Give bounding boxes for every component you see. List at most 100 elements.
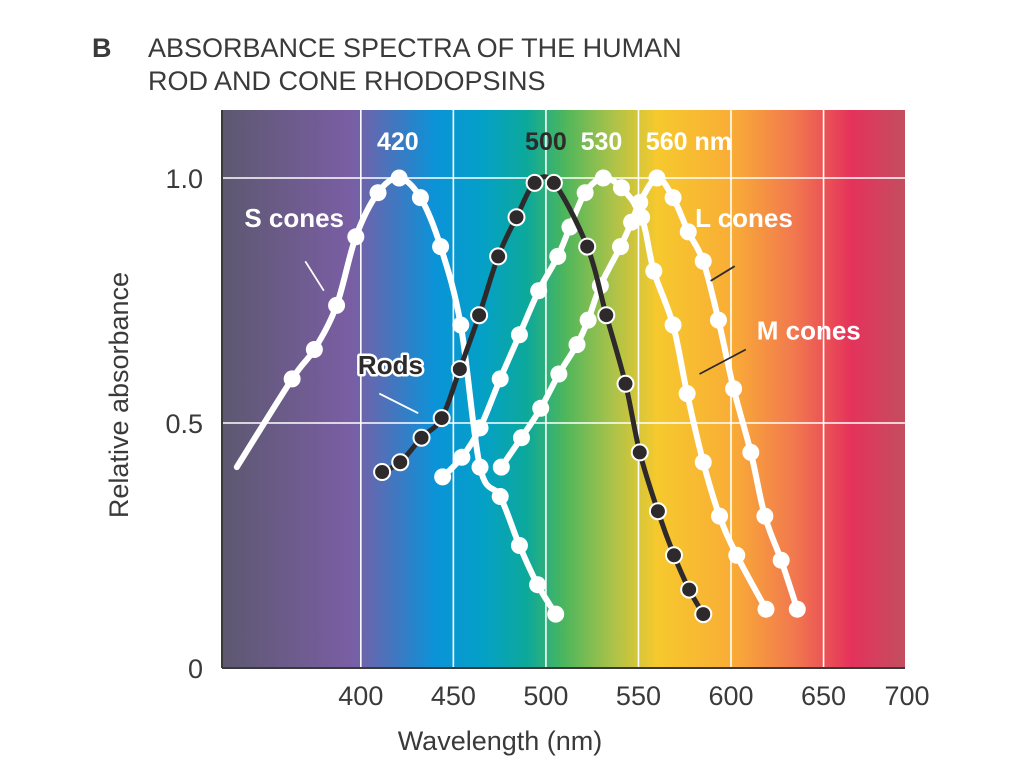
panel-letter: B <box>92 33 112 63</box>
s-cones-point <box>547 605 565 623</box>
rods-point <box>694 605 713 624</box>
y-tick-labels: 0 0.5 1.0 <box>165 164 203 684</box>
x-tick-labels: 400 450 500 550 600 650 700 <box>338 681 929 711</box>
l-cones-point <box>612 238 630 256</box>
s-cones-leader-line <box>304 260 325 292</box>
m-cones-point <box>510 326 528 344</box>
s-cones-point <box>471 458 489 476</box>
s-cones-point <box>390 169 408 187</box>
rods-leader-line <box>378 392 419 415</box>
s-cones-point <box>529 576 547 594</box>
series-annotations: S cones Rods M cones L cones <box>244 203 861 415</box>
s-cones-point <box>452 316 470 334</box>
l-cones-point <box>694 252 712 270</box>
rods-point <box>470 306 489 325</box>
series-m-cones <box>434 169 775 618</box>
rods-label: Rods <box>358 350 423 380</box>
rods-point <box>432 409 451 428</box>
m-cones-leader-line <box>699 348 747 375</box>
m-cones-point <box>612 179 630 197</box>
series-s-cones <box>233 169 565 623</box>
peak-label: 530 <box>581 128 623 156</box>
title-line-2: ROD AND CONE RHODOPSINS <box>148 66 546 96</box>
series-rods <box>373 173 713 624</box>
spectrum-background <box>222 110 905 668</box>
x-tick-label: 650 <box>801 681 846 711</box>
x-tick-label: 400 <box>338 681 383 711</box>
l-cones-point <box>512 429 530 447</box>
s-cones-point <box>432 238 450 256</box>
m-cones-point <box>728 546 746 564</box>
x-tick-label: 500 <box>523 681 568 711</box>
y-tick-label: 0 <box>188 654 203 684</box>
x-axis-label: Wavelength (nm) <box>398 726 603 756</box>
m-cones-label: M cones <box>757 316 861 346</box>
s-cones-label: S cones <box>244 203 344 233</box>
peak-label: 420 <box>377 128 419 156</box>
l-cones-leader-line <box>710 265 736 282</box>
l-cones-point <box>631 194 649 211</box>
m-cones-point <box>576 184 594 202</box>
s-cones-point <box>328 296 346 314</box>
title-line-1: ABSORBANCE SPECTRA OF THE HUMAN <box>148 33 682 63</box>
l-cones-point <box>709 311 727 329</box>
s-cones-point <box>491 488 509 505</box>
l-cones-point <box>664 189 682 207</box>
m-cones-point <box>491 370 509 388</box>
series-layer <box>233 169 806 624</box>
l-cones-point <box>579 311 597 329</box>
s-cones-point <box>510 537 528 554</box>
m-cones-point <box>434 468 452 486</box>
l-cones-point <box>550 365 568 383</box>
rods-point <box>648 502 667 521</box>
rods-point <box>450 360 469 379</box>
m-cones-point <box>757 600 775 618</box>
s-cones-point <box>305 341 323 358</box>
rods-point <box>507 208 526 227</box>
l-cones-point <box>756 507 774 525</box>
y-axis-label: Relative absorbance <box>104 272 134 518</box>
rods-point <box>525 173 544 192</box>
l-cones-point <box>772 551 790 569</box>
peak-label: 560 nm <box>646 128 732 156</box>
x-tick-label: 450 <box>431 681 476 711</box>
l-cones-point <box>725 380 743 398</box>
l-cones-point <box>648 169 666 187</box>
x-tick-label: 600 <box>708 681 753 711</box>
rods-point <box>391 453 410 472</box>
s-cones-point <box>347 228 365 246</box>
l-cones-point <box>679 223 697 241</box>
x-tick-label: 550 <box>616 681 661 711</box>
peak-labels: 420 500 530 560 nm <box>377 128 732 156</box>
rods-point <box>597 306 616 325</box>
rods-point <box>665 546 684 565</box>
l-cones-label: L cones <box>695 203 793 233</box>
rods-point <box>544 173 563 192</box>
m-cones-point <box>530 282 548 300</box>
rods-point <box>412 428 431 447</box>
m-cones-point <box>711 507 729 525</box>
rods-point <box>489 247 508 266</box>
l-cones-point <box>788 600 806 618</box>
l-cones-point <box>492 458 510 476</box>
l-cones-point <box>742 443 760 461</box>
m-cones-point <box>453 448 471 466</box>
rods-point <box>373 463 392 481</box>
x-tick-label: 700 <box>884 681 929 711</box>
m-cones-point <box>594 169 612 187</box>
l-cones-point <box>532 399 550 417</box>
rods-point <box>680 580 699 599</box>
rods-point <box>616 374 635 393</box>
l-cones-point <box>623 213 641 231</box>
series-l-cones <box>492 169 806 618</box>
peak-label: 500 <box>525 128 567 156</box>
m-cones-point <box>471 419 489 437</box>
m-cones-point <box>664 316 682 334</box>
y-tick-label: 0.5 <box>165 409 203 439</box>
rods-point <box>630 443 649 462</box>
s-cones-point <box>283 370 301 388</box>
s-cones-point <box>411 189 429 207</box>
rods-point <box>578 237 597 256</box>
l-cones-point <box>568 336 586 354</box>
